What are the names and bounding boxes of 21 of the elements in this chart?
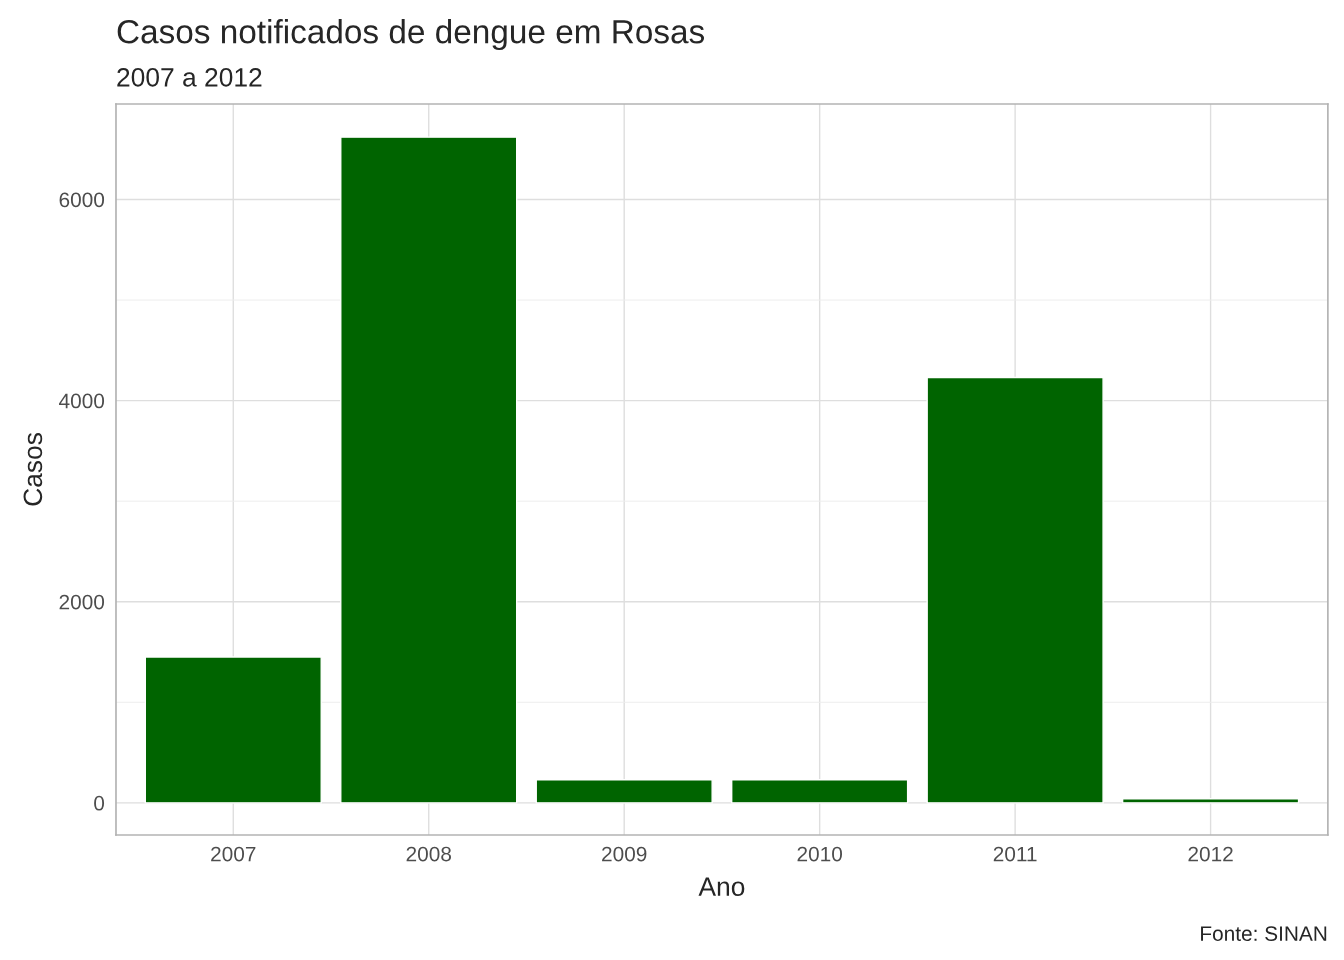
bar [144,656,322,804]
x-tick-label: 2012 [1188,846,1233,862]
bar [1121,798,1300,804]
x-tick-label: 2010 [797,846,843,862]
y-axis-title: Casos [23,433,43,506]
bar [340,136,518,804]
y-tick-label: 0 [94,795,105,811]
bar [926,376,1104,804]
y-tick-label: 6000 [59,192,105,208]
x-tick-label: 2011 [993,846,1037,862]
x-axis-title: Ano [698,877,745,897]
bar [535,779,713,804]
bar [731,779,909,804]
x-tick-label: 2007 [211,846,256,862]
x-tick-label: 2008 [406,846,451,862]
source-note: Fonte: SINAN [1201,926,1327,942]
chart-title: Casos notificados de dengue em Rosas [117,19,705,51]
chart-subtitle: 2007 a 2012 [117,67,262,87]
y-tick-label: 4000 [59,393,105,409]
y-tick-label: 2000 [59,594,105,610]
x-tick-label: 2009 [602,846,647,862]
